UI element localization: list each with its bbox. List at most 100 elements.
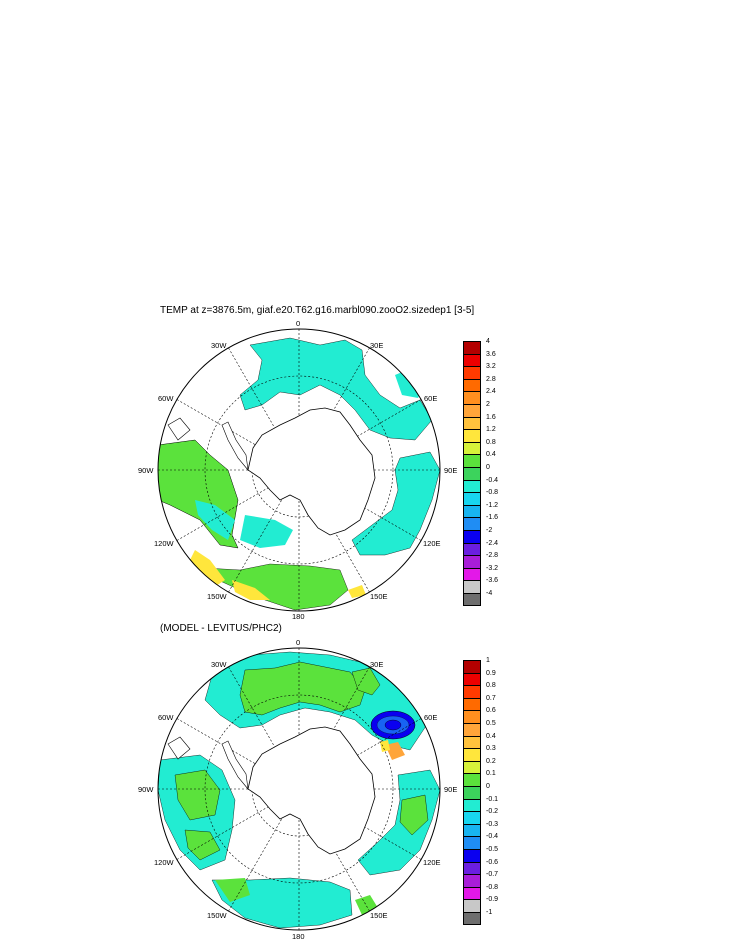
panel1-colorbar-swatch: [463, 353, 481, 367]
panel2-lbl-60e: 60E: [424, 713, 437, 722]
panel1-colorbar-swatch: [463, 341, 481, 354]
panel1-colorbar-label: -1.2: [486, 501, 499, 509]
panel2-lbl-180: 180: [292, 932, 305, 941]
panel2-colorbar-swatch: [463, 760, 481, 774]
panel1-antarctica: [247, 407, 376, 536]
panel1-colorbar-label: 2.8: [486, 375, 496, 383]
panel2-colorbar-label: -0.4: [486, 833, 499, 841]
panel1-colorbar-label: 2: [486, 401, 490, 408]
panel1-colorbar-label: -0.8: [486, 489, 499, 497]
panel2-colorbar-label: 0.8: [486, 682, 496, 690]
panel2-colorbar-swatch: [463, 823, 481, 837]
panel2-colorbar-label: -1: [486, 909, 493, 916]
panel1-colorbar-label: -2: [486, 527, 493, 534]
panel2-colorbar-label: 0.6: [486, 707, 496, 715]
panel2-lbl-120e: 120E: [423, 858, 441, 867]
panel2-colorbar-swatch: [463, 899, 481, 912]
panel1-lbl-30e: 30E: [370, 341, 383, 350]
panel2-title: (MODEL - LEVITUS/PHC2): [160, 623, 282, 634]
panel2-colorbar-label: 0.2: [486, 757, 496, 765]
panel2-colorbar-swatch: [463, 849, 481, 862]
panel1-colorbar-swatch: [463, 479, 481, 493]
panel1-colorbar-label: -0.4: [486, 476, 499, 484]
panel1-colorbar-label: 1.6: [486, 413, 496, 421]
panel2-colorbar-label: -0.3: [486, 820, 499, 828]
panel1-title: TEMP at z=3876.5m, giaf.e20.T62.g16.marb…: [160, 305, 475, 316]
panel2-colorbar-label: 0.7: [486, 694, 496, 702]
panel1-yellow-s: [232, 580, 270, 600]
panel1-lbl-90e: 90E: [444, 466, 457, 475]
panel1-cyan-sw2: [195, 500, 235, 540]
panel2-lbl-90e: 90E: [444, 785, 457, 794]
panel2-colorbar-swatch: [463, 861, 481, 875]
panel1-lbl-120e: 120E: [423, 539, 441, 548]
panel1-cyan-sw: [240, 515, 293, 548]
panel2-colorbar-swatch: [463, 773, 481, 786]
panel2-peninsula: [221, 740, 249, 790]
panel1-green-south: [204, 563, 349, 611]
panel1-colorbar-swatch: [463, 416, 481, 430]
panel2-colorbar-swatch: [463, 912, 481, 925]
panel2-west-green: [174, 769, 221, 821]
panel2-colorbar-swatch: [463, 685, 481, 698]
panel2-yellow-patch: [380, 740, 390, 752]
panel2-south-green: [215, 878, 250, 902]
panel2-colorbar-label: -0.2: [486, 808, 499, 816]
panel1-lbl-150e: 150E: [370, 592, 388, 601]
panel2-lbl-30w: 30W: [211, 660, 227, 669]
panel2-colorbar-swatch: [463, 710, 481, 723]
panel2-lbl-30e: 30E: [370, 660, 383, 669]
panel2-colorbar-swatch: [463, 836, 481, 849]
panel1-colorbar-swatch: [463, 492, 481, 505]
panel2-colorbar-swatch: [463, 798, 481, 812]
panel1-lbl-120w: 120W: [154, 539, 175, 548]
panel1-colorbar-swatch: [463, 593, 481, 606]
panel2-colorbar-swatch: [463, 874, 481, 887]
panel2-colorbar-swatch: [463, 723, 481, 736]
panel2-colorbar-label: 0.5: [486, 720, 496, 727]
panel2-colorbar-swatch: [463, 786, 481, 799]
panel2-lbl-120w: 120W: [154, 858, 175, 867]
panel1-colorbar-label: -4: [486, 590, 493, 597]
panel1-lbl-30w: 30W: [211, 341, 227, 350]
panel1-yellow-sw: [190, 550, 225, 590]
panel1-colorbar-swatch: [463, 441, 481, 455]
panel2-colorbar-label: -0.1: [486, 795, 499, 803]
panel1-colorbar-swatch: [463, 429, 481, 442]
panel1-s-america: [167, 417, 191, 441]
panel1-colorbar-label: -2.4: [486, 539, 499, 547]
panel1-lbl-60w: 60W: [158, 394, 174, 403]
panel2-green-ne: [351, 667, 381, 696]
panel1-colorbar-swatch: [463, 530, 481, 543]
panel1-colorbar-swatch: [463, 517, 481, 530]
panel2-colorbar-label: 0: [486, 783, 490, 790]
panel1-colorbar-swatch: [463, 454, 481, 467]
panel2-colorbar-label: -0.5: [486, 846, 499, 853]
panel1-colorbar-swatch: [463, 391, 481, 404]
panel2-lbl-150e: 150E: [370, 911, 388, 920]
panel1-colorbar-label: -2.8: [486, 552, 499, 560]
panel1-colorbar-swatch: [463, 580, 481, 593]
panel1-colorbar-label: 3.2: [486, 363, 496, 371]
panel2-colorbar-swatch: [463, 735, 481, 749]
panel1-colorbar-label: -3.2: [486, 564, 499, 572]
panel2-colorbar-label: -0.9: [486, 896, 499, 904]
panel2-lbl-90w: 90W: [138, 785, 154, 794]
panel1-lbl-60e: 60E: [424, 394, 437, 403]
panel1-cyan-north: [239, 337, 433, 441]
panel2-orange-patch: [385, 742, 405, 760]
panel1-colorbar-swatch: [463, 378, 481, 392]
panel1-map: 0 180 90W 90E 30W 60W 30E 60E 120W 150W …: [138, 319, 457, 621]
panel2-colorbar-swatch: [463, 886, 481, 900]
panel2-colorbar-label: 0.1: [486, 770, 496, 778]
panel2-colorbar-label: -0.6: [486, 858, 499, 866]
panel2-colorbar-swatch: [463, 748, 481, 761]
panel1-colorbar-label: 4: [486, 338, 490, 345]
panel1-colorbar-swatch: [463, 555, 481, 568]
panel2-colorbar-label: 1: [486, 657, 490, 664]
panel2-colorbar-label: 0.9: [486, 669, 496, 677]
panel2-s-america: [167, 736, 191, 760]
panel2-lon-labels: 0 180 90W 90E 30W 60W 30E 60E 120W 150W …: [138, 638, 457, 941]
panel1-colorbar-swatch: [463, 542, 481, 556]
